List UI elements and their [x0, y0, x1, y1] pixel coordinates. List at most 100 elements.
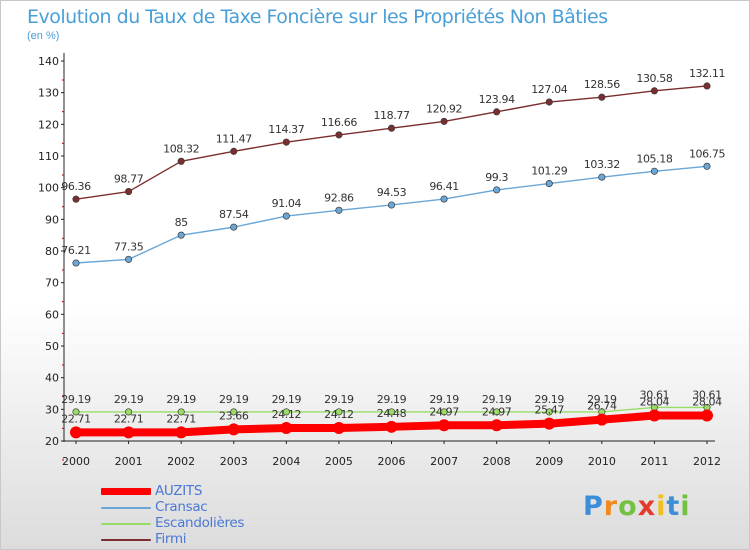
data-point-cransac	[125, 255, 133, 263]
data-point-escandoli-res	[230, 408, 238, 416]
data-label-escandoli-res: 30.61	[640, 388, 670, 401]
x-tick-label: 2004	[272, 455, 300, 468]
data-label-cransac: 106.75	[689, 147, 725, 160]
data-point-cransac	[282, 212, 290, 220]
data-label-firmi: 130.58	[636, 72, 672, 85]
x-tick-label: 2003	[220, 455, 248, 468]
data-point-cransac	[650, 167, 658, 175]
data-label-cransac: 99.3	[485, 171, 508, 184]
data-label-auzits: 23.66	[219, 409, 249, 422]
data-label-escandoli-res: 29.19	[535, 393, 565, 406]
legend-swatch	[101, 488, 151, 495]
x-tick-label: 2006	[378, 455, 406, 468]
y-tick-label: 60	[45, 308, 59, 321]
logo-letter: o	[618, 491, 638, 522]
y-tick-label: 80	[45, 245, 59, 258]
data-label-escandoli-res: 30.61	[692, 388, 722, 401]
y-tick-label: 100	[38, 182, 59, 195]
legend-item: AUZITS	[101, 483, 321, 500]
y-tick-label: 120	[38, 118, 59, 131]
data-label-auzits: 25.47	[535, 404, 565, 417]
data-label-auzits: 24.12	[324, 408, 354, 421]
data-label-firmi: 114.37	[268, 123, 304, 136]
y-tick-label: 140	[38, 55, 59, 68]
y-tick-label: 30	[45, 403, 59, 416]
data-point-firmi	[387, 124, 396, 132]
data-label-auzits: 22.71	[114, 412, 144, 425]
x-tick-label: 2011	[640, 455, 668, 468]
logo-letter: t	[666, 491, 681, 522]
data-point-escandoli-res	[177, 408, 185, 416]
x-tick-label: 2001	[115, 455, 143, 468]
logo-letter: r	[603, 491, 619, 522]
data-point-cransac	[545, 180, 553, 188]
legend-swatch	[101, 539, 151, 541]
y-tick-label: 130	[38, 87, 59, 100]
x-tick-label: 2005	[325, 455, 353, 468]
data-label-cransac: 96.41	[429, 180, 459, 193]
data-label-escandoli-res: 29.19	[166, 393, 196, 406]
data-point-firmi	[335, 131, 343, 139]
data-point-escandoli-res	[545, 408, 553, 416]
data-label-auzits: 28.04	[692, 396, 722, 409]
data-label-firmi: 116.66	[321, 116, 357, 129]
legend-item: Escandolières	[101, 515, 321, 532]
data-label-escandoli-res: 29.19	[324, 393, 354, 406]
data-label-firmi: 96.36	[61, 180, 91, 193]
logo-letter: i	[656, 491, 667, 522]
data-point-auzits	[175, 426, 188, 439]
data-label-escandoli-res: 29.19	[587, 393, 617, 406]
data-point-firmi	[282, 138, 290, 146]
data-label-cransac: 85	[175, 216, 189, 229]
data-label-auzits: 28.04	[640, 396, 670, 409]
data-label-auzits: 22.71	[166, 412, 196, 425]
data-point-escandoli-res	[493, 408, 501, 416]
data-label-firmi: 111.47	[216, 132, 252, 145]
data-point-firmi	[545, 98, 553, 106]
data-label-firmi: 108.32	[163, 142, 199, 155]
data-point-auzits	[122, 426, 135, 439]
data-point-auzits	[648, 409, 661, 422]
data-point-cransac	[335, 206, 343, 214]
data-label-escandoli-res: 29.19	[482, 393, 512, 406]
data-label-cransac: 94.53	[377, 186, 407, 199]
y-tick-label: 70	[45, 277, 59, 290]
legend-label: Firmi	[155, 531, 187, 547]
data-point-cransac	[598, 173, 606, 181]
data-label-escandoli-res: 29.19	[272, 393, 302, 406]
data-label-escandoli-res: 29.19	[429, 393, 459, 406]
data-label-auzits: 24.48	[377, 407, 407, 420]
data-point-firmi	[493, 108, 501, 116]
legend-swatch	[101, 507, 151, 509]
legend-label: AUZITS	[155, 483, 203, 499]
logo-letter: x	[637, 491, 657, 522]
legend-swatch	[101, 523, 151, 525]
data-label-escandoli-res: 29.19	[61, 393, 91, 406]
data-label-escandoli-res: 29.19	[377, 393, 407, 406]
data-point-auzits	[280, 421, 293, 434]
y-tick-label: 40	[45, 372, 59, 385]
data-label-firmi: 127.04	[531, 83, 567, 96]
data-point-cransac	[72, 259, 80, 267]
data-point-escandoli-res	[387, 408, 396, 416]
data-label-cransac: 92.86	[324, 191, 354, 204]
data-point-escandoli-res	[282, 408, 290, 416]
data-point-escandoli-res	[125, 408, 133, 416]
data-label-auzits: 22.71	[61, 412, 91, 425]
legend-item: Firmi	[101, 531, 321, 548]
data-point-cransac	[230, 223, 238, 231]
data-point-auzits	[332, 421, 345, 434]
data-point-auzits	[438, 419, 451, 432]
x-tick-label: 2002	[167, 455, 195, 468]
data-label-cransac: 105.18	[636, 152, 672, 165]
y-axis-unit-label: (en %)	[27, 30, 60, 42]
x-tick-label: 2000	[62, 455, 90, 468]
data-point-auzits	[543, 417, 556, 430]
data-point-cransac	[493, 186, 501, 194]
legend-label: Cransac	[155, 499, 208, 515]
x-tick-label: 2012	[693, 455, 721, 468]
data-point-auzits	[70, 426, 82, 439]
data-point-firmi	[125, 188, 133, 196]
y-tick-label: 50	[45, 340, 59, 353]
series-line-cransac	[75, 165, 708, 264]
